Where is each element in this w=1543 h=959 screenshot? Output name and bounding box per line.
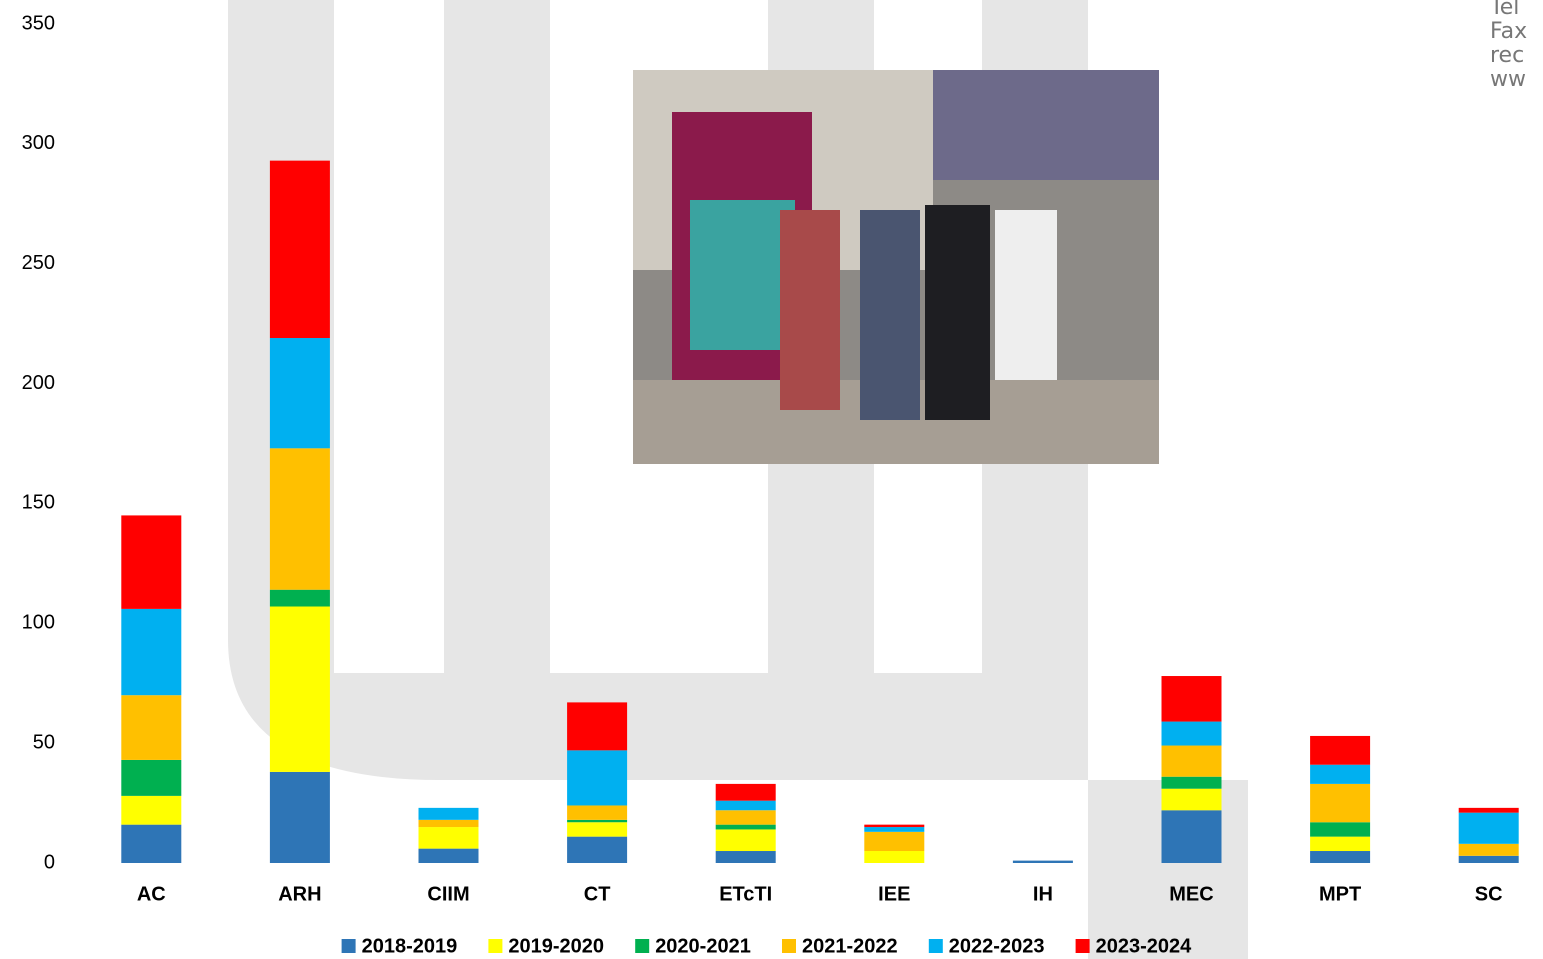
bar-segment xyxy=(864,827,924,832)
header-fragment: ww xyxy=(1490,67,1526,92)
bar-segment xyxy=(121,796,181,825)
bar-segment xyxy=(1310,736,1370,765)
legend-label: 2019-2020 xyxy=(508,935,604,957)
bar-segment xyxy=(1013,861,1073,863)
x-tick-label: ARH xyxy=(278,883,321,905)
y-tick-label: 0 xyxy=(44,851,55,873)
bar-segment xyxy=(270,448,330,589)
bar-segment xyxy=(270,607,330,772)
bar-segment xyxy=(567,750,627,805)
bar-segment xyxy=(1162,789,1222,811)
legend-label: 2018-2019 xyxy=(362,935,458,957)
bar-segment xyxy=(716,851,776,863)
x-tick-label: AC xyxy=(137,883,166,905)
legend-label: 2020-2021 xyxy=(655,935,751,957)
bar-segment xyxy=(1459,856,1519,863)
bar-segment xyxy=(419,827,479,849)
bar-segment xyxy=(716,825,776,830)
bar-segment xyxy=(419,849,479,863)
x-tick-label: SC xyxy=(1475,883,1503,905)
bar-segment xyxy=(864,851,924,863)
bar-segment xyxy=(1162,676,1222,722)
bar-segment xyxy=(1162,810,1222,863)
legend-swatch xyxy=(929,939,943,953)
y-tick-label: 250 xyxy=(22,252,55,274)
bar-segment xyxy=(419,820,479,827)
bar-segment xyxy=(121,515,181,608)
x-tick-label: IEE xyxy=(878,883,910,905)
x-tick-label: MEC xyxy=(1169,883,1213,905)
bar-segment xyxy=(1310,837,1370,851)
bar-segment xyxy=(270,590,330,607)
legend-swatch xyxy=(635,939,649,953)
bar-segment xyxy=(567,702,627,750)
legend-swatch xyxy=(342,939,356,953)
bar-segment xyxy=(121,760,181,796)
bar-segment xyxy=(567,822,627,836)
x-tick-label: MPT xyxy=(1319,883,1361,905)
chart: TelFaxrecww 0 50 100 150 200 250 300 350 AC ARH CII… xyxy=(0,0,1543,959)
bar-segment xyxy=(567,805,627,819)
bar-segment xyxy=(716,810,776,824)
legend-swatch xyxy=(488,939,502,953)
header-fragment: rec xyxy=(1490,43,1524,68)
legend-swatch xyxy=(1076,939,1090,953)
bar-segment xyxy=(716,784,776,801)
bar-segment xyxy=(419,808,479,820)
bar-segment xyxy=(1310,851,1370,863)
legend-swatch xyxy=(782,939,796,953)
legend-label: 2023-2024 xyxy=(1096,935,1193,957)
y-tick-label: 350 xyxy=(22,12,55,34)
bar-segment xyxy=(1162,746,1222,777)
bar-segment xyxy=(121,695,181,760)
header-fragment: Tel xyxy=(1489,0,1519,20)
bar-segment xyxy=(1310,822,1370,836)
bar-segment xyxy=(1162,722,1222,746)
x-tick-label: ETcTI xyxy=(719,883,772,905)
bar-segment xyxy=(567,820,627,822)
bar-segment xyxy=(864,832,924,851)
bar-segment xyxy=(1162,777,1222,789)
bar-segment xyxy=(1459,844,1519,856)
bar-segment xyxy=(270,161,330,338)
bar-segment xyxy=(270,772,330,863)
x-tick-label: CIIM xyxy=(427,883,469,905)
bar-segment xyxy=(716,829,776,851)
y-tick-label: 150 xyxy=(22,492,55,514)
y-tick-label: 100 xyxy=(22,612,55,634)
bar-segment xyxy=(121,609,181,695)
bar-segment xyxy=(1459,813,1519,844)
y-tick-label: 300 xyxy=(22,132,55,154)
y-tick-label: 200 xyxy=(22,372,55,394)
x-tick-label: IH xyxy=(1033,883,1053,905)
bar-segment xyxy=(567,837,627,863)
bar-segment xyxy=(121,825,181,863)
legend-label: 2022-2023 xyxy=(949,935,1045,957)
bar-segment xyxy=(1459,808,1519,813)
bar-segment xyxy=(1310,784,1370,822)
bar-segment xyxy=(716,801,776,811)
legend-label: 2021-2022 xyxy=(802,935,898,957)
bar-segment xyxy=(864,825,924,827)
bar-segment xyxy=(1310,765,1370,784)
x-tick-label: CT xyxy=(584,883,611,905)
photo xyxy=(633,70,1159,464)
header-fragment: Fax xyxy=(1490,19,1527,44)
y-tick-label: 50 xyxy=(33,731,55,753)
bar-segment xyxy=(270,338,330,448)
